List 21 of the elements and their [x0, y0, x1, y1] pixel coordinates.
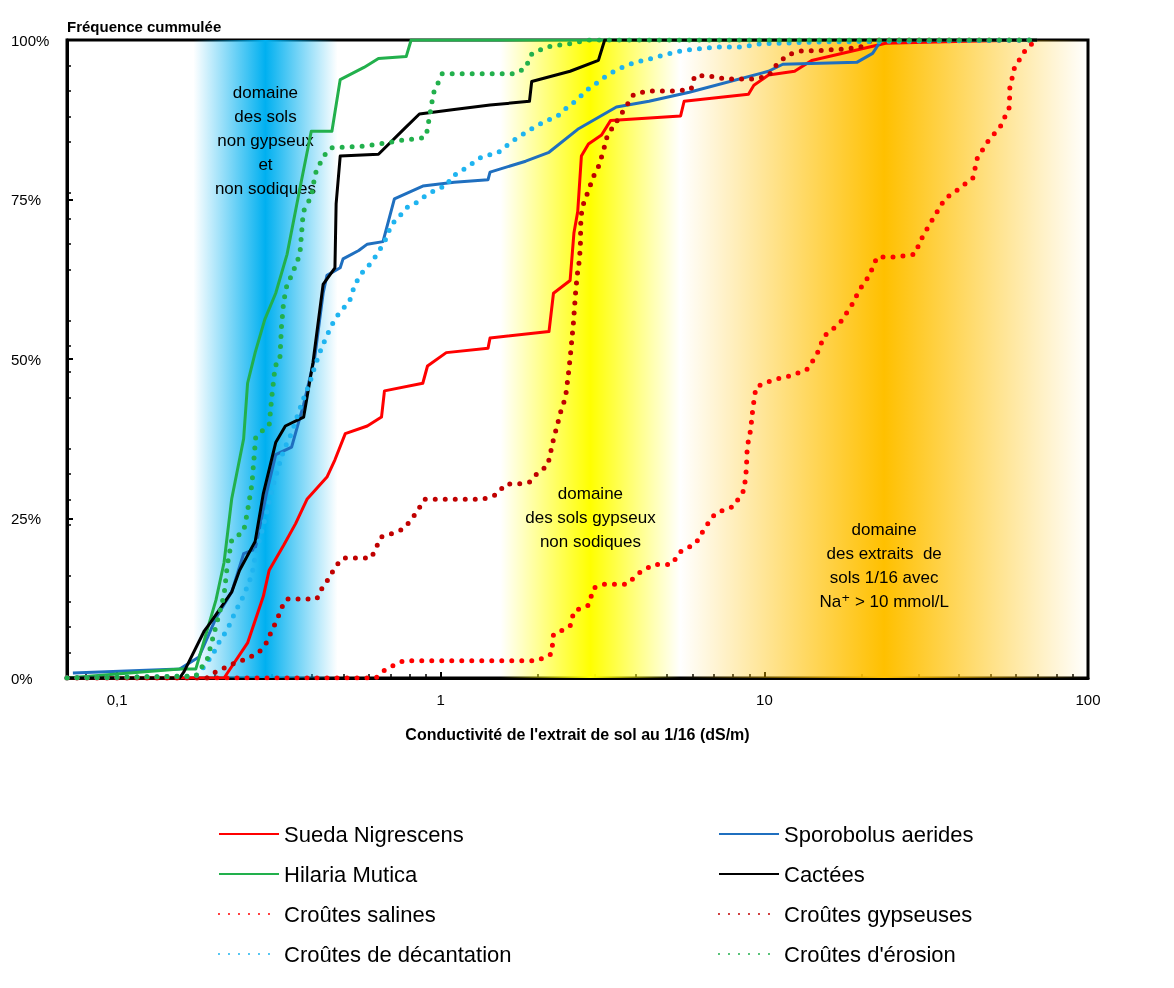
legend-label: Croûtes salines	[284, 901, 436, 927]
legend-label: Hilaria Mutica	[284, 861, 419, 887]
x-axis-title: Conductivité de l'extrait de sol au 1/16 (dS/m)	[405, 725, 750, 743]
x-tick-label: 100	[1075, 691, 1101, 708]
legend-label: Cactées	[784, 861, 865, 887]
y-tick-label: 100%	[11, 31, 50, 49]
y-tick-label: 50%	[11, 350, 42, 368]
legend-label: Croûtes gypseuses	[784, 901, 973, 927]
x-tick-label: 0,1	[106, 691, 128, 708]
y-tick-label: 0%	[11, 669, 33, 687]
legend-label: Croûtes d'érosion	[784, 941, 956, 967]
legend-label: Sueda Nigrescens	[284, 821, 464, 847]
band-label: domaine des sols gypseux non sodiques	[525, 483, 657, 551]
y-tick-label: 25%	[11, 510, 42, 527]
band-label: domaine des extraits de sols 1/16 avec Na⁺ > 10 mmol/L	[819, 519, 949, 611]
y-axis-title: Fréquence cummulée	[67, 18, 222, 35]
x-tick-label: 1	[436, 691, 445, 708]
legend-label: Croûtes de décantation	[284, 941, 512, 967]
y-tick-label: 75%	[11, 191, 42, 208]
x-tick-label: 10	[756, 691, 773, 708]
legend-label: Sporobolus aerides	[784, 821, 974, 847]
